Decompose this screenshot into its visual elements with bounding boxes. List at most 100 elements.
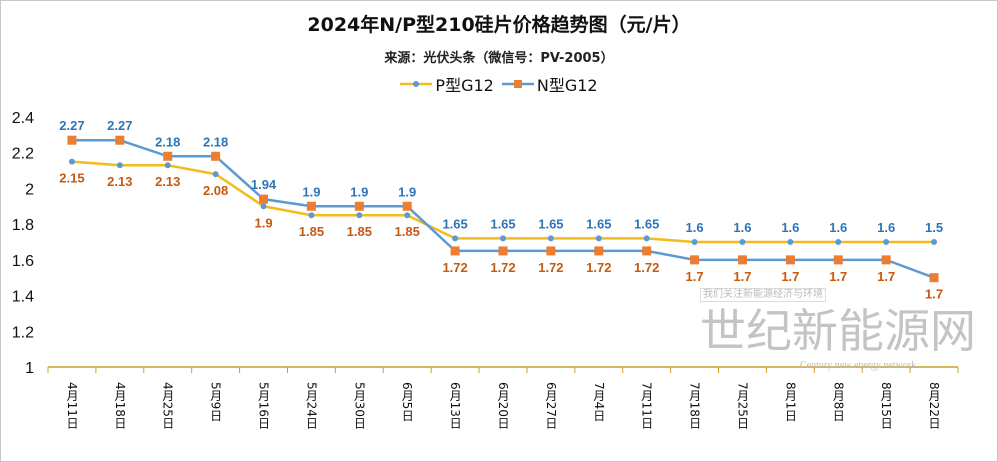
legend-label-p: P型G12 bbox=[435, 76, 494, 95]
data-point-p bbox=[739, 239, 746, 245]
x-tick-label: 7月25日 bbox=[735, 382, 749, 429]
data-label-n: 2.18 bbox=[203, 134, 228, 149]
data-label-n: 1.94 bbox=[251, 177, 277, 192]
x-tick-label: 4月11日 bbox=[65, 382, 79, 429]
x-tick-label: 7月11日 bbox=[640, 382, 654, 429]
y-tick-label: 1 bbox=[25, 360, 34, 377]
data-label-p: 1.72 bbox=[442, 260, 467, 275]
data-label-n: 2.27 bbox=[107, 118, 132, 133]
data-label-n: 1.6 bbox=[877, 220, 895, 235]
legend-item-p: P型G12 bbox=[400, 72, 494, 96]
watermark-tag: 我们关注新能源经济与环境 bbox=[700, 288, 826, 302]
data-point-p bbox=[212, 171, 219, 178]
data-label-n: 1.9 bbox=[302, 184, 320, 199]
data-point-p bbox=[404, 212, 411, 219]
data-label-n: 2.18 bbox=[155, 134, 180, 149]
y-tick-label: 1.6 bbox=[12, 253, 34, 270]
data-point-n bbox=[163, 151, 173, 161]
y-tick-label: 1.4 bbox=[12, 289, 34, 306]
data-point-n bbox=[546, 246, 556, 256]
watermark-logo: 世纪新能源网 bbox=[700, 304, 976, 358]
x-tick-label: 5月9日 bbox=[209, 382, 223, 421]
data-point-n bbox=[115, 135, 125, 145]
data-point-n bbox=[785, 255, 795, 265]
watermark-en: Century new energy network bbox=[800, 360, 917, 371]
x-tick-label: 6月20日 bbox=[496, 382, 510, 429]
data-label-p: 1.7 bbox=[686, 269, 704, 284]
data-point-n bbox=[306, 201, 316, 211]
data-point-n bbox=[833, 255, 843, 265]
data-label-p: 2.13 bbox=[155, 174, 180, 189]
data-point-p bbox=[452, 235, 459, 242]
data-label-n: 1.9 bbox=[398, 184, 416, 199]
x-tick-label: 8月22日 bbox=[927, 382, 941, 429]
data-point-p bbox=[116, 162, 123, 169]
data-label-n: 1.6 bbox=[781, 220, 799, 235]
data-label-n: 1.65 bbox=[490, 216, 515, 231]
data-label-n: 1.65 bbox=[586, 216, 611, 231]
x-tick-label: 5月24日 bbox=[304, 382, 318, 429]
data-point-p bbox=[164, 162, 171, 169]
data-point-n bbox=[737, 255, 747, 265]
data-label-p: 1.72 bbox=[634, 260, 659, 275]
data-label-p: 1.7 bbox=[733, 269, 751, 284]
series-line-n bbox=[71, 138, 935, 279]
x-tick-label: 6月5日 bbox=[400, 382, 414, 421]
data-point-p bbox=[260, 203, 267, 210]
data-label-p: 1.7 bbox=[877, 269, 895, 284]
data-label-p: 1.85 bbox=[395, 224, 420, 239]
data-label-p: 1.7 bbox=[925, 287, 943, 302]
data-point-n bbox=[498, 246, 508, 256]
data-label-p: 1.72 bbox=[490, 260, 515, 275]
data-label-n: 1.65 bbox=[442, 216, 467, 231]
data-label-p: 2.08 bbox=[203, 183, 228, 198]
data-point-p bbox=[883, 239, 890, 245]
data-point-n bbox=[402, 201, 412, 211]
data-label-p: 1.7 bbox=[781, 269, 799, 284]
legend-item-n: N型G12 bbox=[501, 72, 598, 96]
data-label-n: 1.9 bbox=[350, 184, 368, 199]
legend-marker-n bbox=[501, 80, 534, 88]
data-label-p: 2.13 bbox=[107, 174, 132, 189]
data-label-p: 1.85 bbox=[347, 224, 372, 239]
y-tick-label: 2.2 bbox=[12, 146, 34, 163]
data-point-p bbox=[595, 235, 602, 242]
data-point-p bbox=[787, 239, 794, 245]
data-label-n: 1.6 bbox=[686, 220, 704, 235]
y-tick-label: 2.4 bbox=[12, 110, 34, 127]
data-point-p bbox=[356, 212, 363, 219]
data-point-p bbox=[931, 239, 938, 245]
data-label-n: 1.5 bbox=[925, 220, 943, 235]
data-point-n bbox=[929, 273, 939, 283]
data-label-n: 1.6 bbox=[829, 220, 847, 235]
data-point-p bbox=[308, 212, 315, 219]
x-tick-label: 6月27日 bbox=[544, 382, 558, 429]
data-point-p bbox=[500, 235, 506, 242]
legend-label-n: N型G12 bbox=[536, 76, 598, 95]
x-tick-label: 7月4日 bbox=[592, 382, 606, 421]
data-label-p: 1.72 bbox=[586, 260, 611, 275]
data-point-p bbox=[691, 239, 698, 245]
data-point-n bbox=[354, 201, 364, 211]
chart-title: 2024年N/P型210硅片价格趋势图（元/片） bbox=[307, 14, 691, 36]
y-tick-label: 2 bbox=[25, 181, 34, 198]
data-label-p: 1.9 bbox=[254, 215, 272, 230]
legend: P型G12 N型G12 bbox=[0, 72, 998, 96]
data-label-p: 1.7 bbox=[829, 269, 847, 284]
data-point-n bbox=[67, 135, 77, 145]
data-point-p bbox=[835, 239, 842, 245]
data-point-n bbox=[211, 151, 221, 161]
y-tick-label: 1.2 bbox=[12, 324, 34, 341]
data-point-p bbox=[643, 235, 650, 242]
x-tick-label: 5月30日 bbox=[352, 382, 366, 429]
x-tick-label: 4月25日 bbox=[161, 382, 175, 429]
x-tick-label: 6月13日 bbox=[448, 382, 462, 429]
data-point-n bbox=[594, 246, 604, 256]
data-label-n: 1.6 bbox=[733, 220, 751, 235]
x-tick-label: 7月18日 bbox=[688, 382, 702, 429]
y-tick-label: 1.8 bbox=[12, 217, 34, 234]
x-tick-label: 8月1日 bbox=[783, 382, 797, 421]
x-tick-label: 8月8日 bbox=[831, 382, 845, 421]
data-point-n bbox=[259, 194, 269, 204]
